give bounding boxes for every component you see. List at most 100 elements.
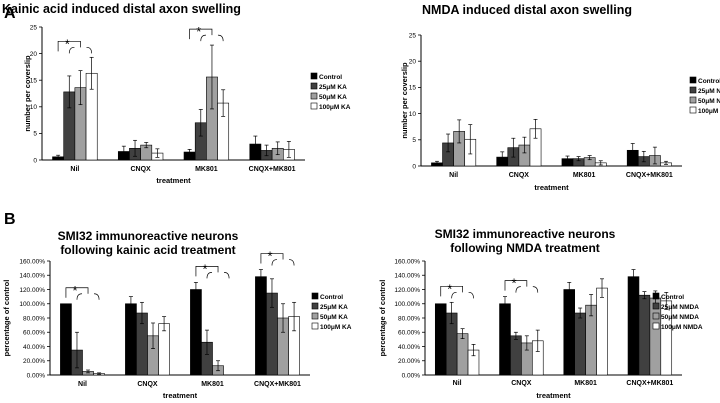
y-tick-label: 0.00% xyxy=(402,372,421,379)
significance-star: * xyxy=(203,261,208,276)
legend-label: 50μM NMDA xyxy=(661,314,699,321)
legend-swatch xyxy=(310,92,318,100)
significance-bracket xyxy=(57,40,81,52)
y-tick-label: 0 xyxy=(412,163,416,170)
category-label: CNQX xyxy=(509,172,530,179)
significance-bracket xyxy=(504,280,528,291)
panel-label-a: A xyxy=(4,5,16,22)
significance-star: * xyxy=(73,283,78,298)
y-tick-label: 5 xyxy=(412,137,416,144)
category-label: CNQX+MK801 xyxy=(254,381,301,388)
legend-swatch xyxy=(689,76,697,84)
significance-brace xyxy=(200,34,224,42)
legend-label: 100μM NMDA xyxy=(661,324,703,331)
significance-bracket xyxy=(195,266,219,277)
category-label: MK801 xyxy=(201,381,224,388)
y-tick-label: 100.00% xyxy=(394,301,420,308)
y-tick-label: 10 xyxy=(30,104,38,111)
bar xyxy=(574,312,586,376)
x-axis-label: treatment xyxy=(163,391,198,400)
y-tick-label: 5 xyxy=(33,131,37,138)
y-tick-label: 10 xyxy=(409,111,417,118)
category-label: Nil xyxy=(449,172,458,179)
chart-title: SMI32 immunoreactive neurons xyxy=(58,229,239,243)
significance-bracket xyxy=(260,253,284,264)
legend-label: 100μM NMDA xyxy=(698,108,720,115)
y-axis-label: percentage of control xyxy=(2,280,11,357)
legend-swatch xyxy=(689,96,697,104)
category-label: MK801 xyxy=(573,172,596,179)
category-label: CNQX+MK801 xyxy=(249,166,296,173)
x-axis-label: treatment xyxy=(156,176,191,185)
category-label: CNQX xyxy=(511,380,532,387)
legend-swatch xyxy=(311,312,319,320)
y-tick-label: 25 xyxy=(30,24,38,31)
significance-star: * xyxy=(511,276,516,291)
legend-swatch xyxy=(311,322,319,330)
chart-title: following kainic acid treatment xyxy=(60,243,235,257)
y-tick-label: 20 xyxy=(409,59,417,66)
y-axis-label: number per coverslip xyxy=(400,62,409,139)
y-tick-label: 140.00% xyxy=(19,273,45,280)
y-axis-label: number per coverslip xyxy=(23,55,32,132)
bar xyxy=(125,303,137,376)
significance-bracket xyxy=(440,285,463,297)
legend-label: 25μM KA xyxy=(320,304,348,311)
significance-brace xyxy=(76,293,100,300)
bar xyxy=(649,297,662,376)
panel-label-b: B xyxy=(4,211,16,228)
y-tick-label: 40.00% xyxy=(398,344,420,351)
category-label: CNQX+MK801 xyxy=(626,172,673,179)
bar xyxy=(158,323,170,376)
category-label: Nil xyxy=(453,380,462,387)
legend-label: Control xyxy=(319,74,342,81)
bar xyxy=(190,289,202,376)
legend-swatch xyxy=(652,322,660,330)
significance-brace xyxy=(68,46,92,54)
legend-label: 50μM KA xyxy=(319,94,347,101)
significance-bracket xyxy=(189,28,213,40)
bar xyxy=(638,294,651,376)
legend-label: 25μM KA xyxy=(319,84,347,91)
bar xyxy=(434,303,447,376)
legend-swatch xyxy=(310,82,318,90)
y-tick-label: 40.00% xyxy=(23,344,45,351)
chart-title: Kainic acid induced distal axon swelling xyxy=(2,2,241,16)
x-axis-label: treatment xyxy=(534,183,569,192)
y-tick-label: 0 xyxy=(33,157,37,164)
category-label: MK801 xyxy=(574,380,597,387)
bar xyxy=(456,333,469,376)
legend-swatch xyxy=(689,86,697,94)
category-label: MK801 xyxy=(195,166,218,173)
legend-label: Control xyxy=(698,78,720,85)
y-tick-label: 25 xyxy=(409,32,417,39)
y-tick-label: 60.00% xyxy=(23,330,45,337)
legend-label: 25μM NMDA xyxy=(661,304,699,311)
legend-swatch xyxy=(652,312,660,320)
bar xyxy=(255,276,267,376)
bar xyxy=(660,300,673,376)
y-tick-label: 160.00% xyxy=(394,258,420,265)
significance-brace xyxy=(515,286,539,293)
y-tick-label: 20 xyxy=(30,51,38,58)
y-tick-label: 80.00% xyxy=(23,315,45,322)
significance-star: * xyxy=(196,24,201,39)
bar xyxy=(596,287,608,376)
x-axis-label: treatment xyxy=(536,391,571,400)
significance-brace xyxy=(451,291,474,299)
chart-title: following NMDA treatment xyxy=(450,241,600,255)
category-label: CNQX xyxy=(131,166,152,173)
y-tick-label: 60.00% xyxy=(398,330,420,337)
category-label: CNQX xyxy=(137,381,158,388)
significance-star: * xyxy=(65,36,70,51)
category-label: Nil xyxy=(70,166,79,173)
y-tick-label: 20.00% xyxy=(398,358,420,365)
legend-swatch xyxy=(310,102,318,110)
legend-swatch xyxy=(652,302,660,310)
significance-brace xyxy=(271,259,295,266)
y-tick-label: 160.00% xyxy=(19,258,45,265)
significance-brace xyxy=(206,272,230,279)
